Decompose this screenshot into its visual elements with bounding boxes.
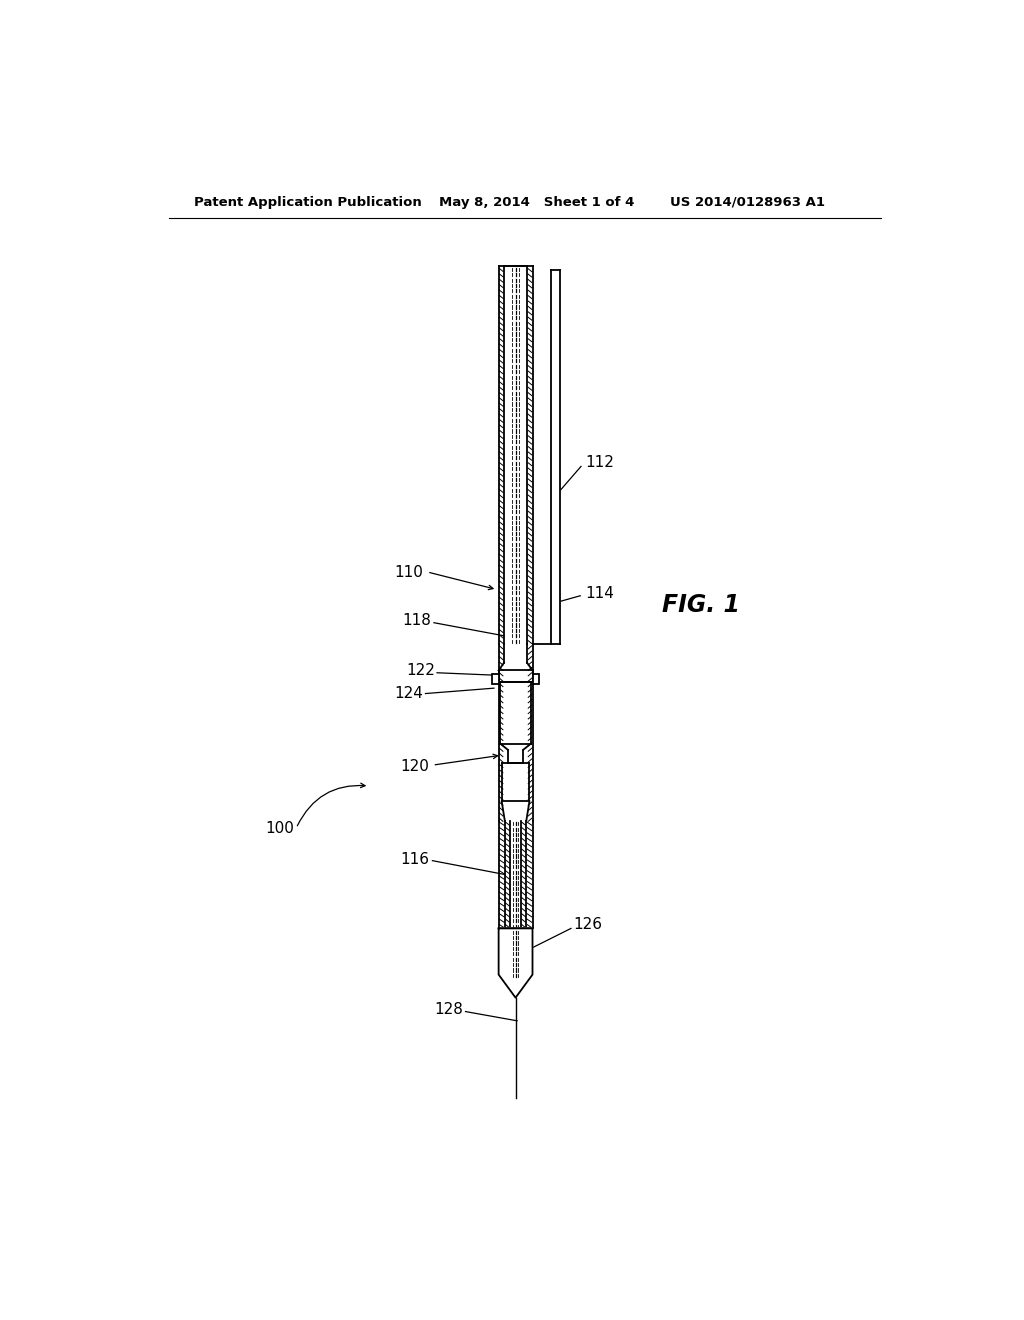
- Text: 114: 114: [585, 586, 613, 601]
- FancyArrowPatch shape: [297, 783, 366, 826]
- Text: 112: 112: [585, 455, 613, 470]
- Bar: [532, 675, 539, 684]
- Polygon shape: [499, 928, 532, 998]
- Text: May 8, 2014   Sheet 1 of 4: May 8, 2014 Sheet 1 of 4: [438, 195, 634, 209]
- Text: 116: 116: [400, 851, 429, 867]
- Text: 110: 110: [394, 565, 423, 581]
- Text: 122: 122: [406, 663, 435, 678]
- Text: 124: 124: [394, 686, 423, 701]
- Text: 128: 128: [434, 1002, 463, 1016]
- Bar: [493, 675, 499, 684]
- Text: 100: 100: [265, 821, 294, 836]
- FancyArrowPatch shape: [430, 573, 493, 590]
- Text: 118: 118: [402, 612, 431, 628]
- Text: FIG. 1: FIG. 1: [662, 593, 740, 616]
- FancyArrowPatch shape: [435, 754, 498, 764]
- Text: 120: 120: [400, 759, 429, 775]
- Text: US 2014/0128963 A1: US 2014/0128963 A1: [670, 195, 824, 209]
- Text: Patent Application Publication: Patent Application Publication: [194, 195, 422, 209]
- Text: 126: 126: [573, 917, 602, 932]
